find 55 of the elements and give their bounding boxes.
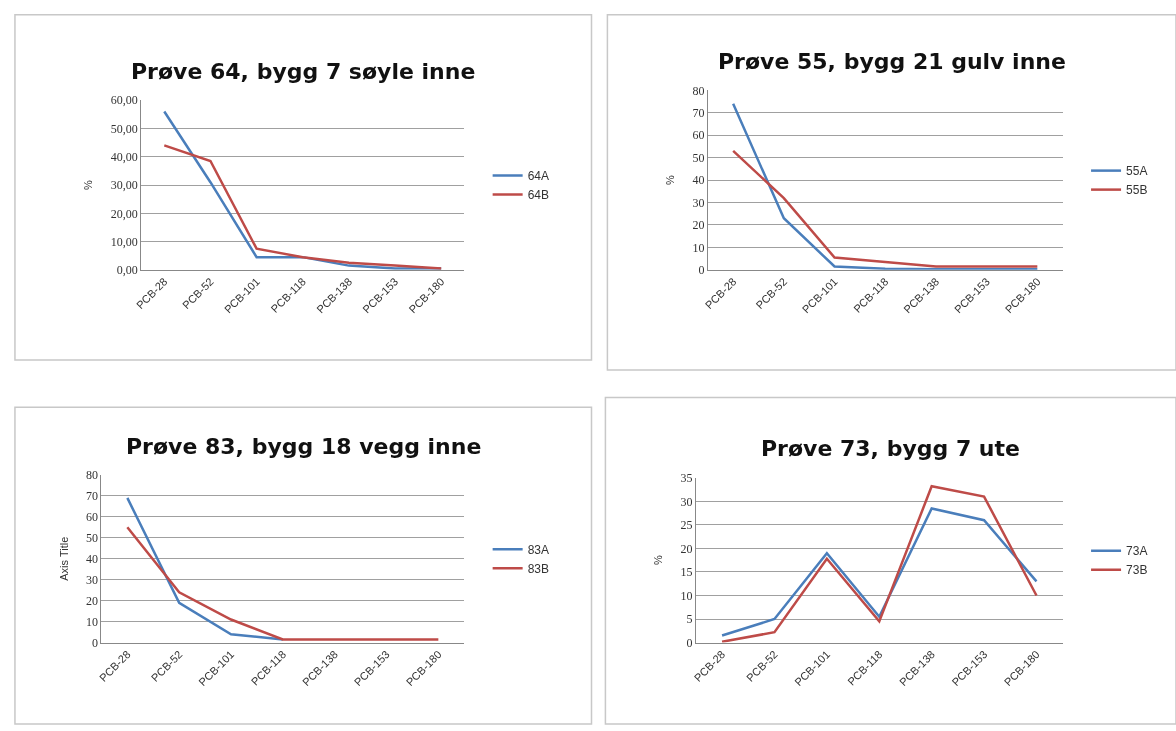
y-tick-label: 30 xyxy=(692,195,705,210)
y-tick-label: 70 xyxy=(86,489,99,504)
y-tick-label: 20 xyxy=(680,541,693,556)
y-tick-label: 10 xyxy=(680,588,693,603)
y-tick-label: 0,00 xyxy=(116,263,138,278)
line-series xyxy=(731,149,1039,268)
y-tick-label: 80 xyxy=(86,468,99,483)
line-series xyxy=(731,102,1039,270)
y-tick-label: 0 xyxy=(92,635,99,650)
chart-title: Prøve 83, bygg 18 vegg inne xyxy=(126,434,482,459)
legend-label: 55A xyxy=(1126,164,1148,179)
line-series xyxy=(720,485,1038,643)
legend-label: 83A xyxy=(527,542,549,557)
line-series xyxy=(126,526,440,641)
y-tick-label: 10,00 xyxy=(110,234,138,249)
y-axis-title: % xyxy=(82,179,95,190)
y-tick-label: 40 xyxy=(692,173,705,188)
y-tick-label: 30 xyxy=(680,494,693,509)
chart-title: Prøve 73, bygg 7 ute xyxy=(761,436,1020,461)
y-tick-label: 10 xyxy=(692,240,705,255)
y-axis-title: % xyxy=(652,555,665,566)
y-tick-label: 25 xyxy=(680,518,693,533)
y-tick-label: 20 xyxy=(692,218,705,233)
y-tick-label: 0 xyxy=(686,635,693,650)
y-tick-label: 35 xyxy=(680,471,693,486)
legend-label: 73A xyxy=(1126,544,1148,559)
y-tick-label: 20 xyxy=(86,593,99,608)
line-series xyxy=(126,496,285,641)
y-tick-label: 70 xyxy=(692,106,705,121)
y-tick-label: 50 xyxy=(692,150,705,165)
y-tick-label: 0 xyxy=(698,263,705,278)
line-series xyxy=(163,144,443,270)
y-tick-label: 60 xyxy=(86,509,99,524)
y-tick-label: 30,00 xyxy=(110,178,138,193)
y-tick-label: 5 xyxy=(686,612,693,627)
y-tick-label: 50 xyxy=(86,530,99,545)
y-tick-label: 15 xyxy=(680,565,693,580)
legend-label: 64A xyxy=(527,169,549,184)
chart-title: Prøve 64, bygg 7 søyle inne xyxy=(131,59,476,84)
y-axis-title: % xyxy=(664,175,677,186)
y-tick-label: 50,00 xyxy=(110,121,138,136)
y-tick-label: 20,00 xyxy=(110,206,138,221)
y-tick-label: 10 xyxy=(86,614,99,629)
legend-label: 73B xyxy=(1126,563,1148,578)
legend-label: 83B xyxy=(527,561,549,576)
y-tick-label: 60 xyxy=(692,128,705,143)
legend-label: 64B xyxy=(527,188,549,203)
y-axis-title: Axis Title xyxy=(57,536,70,581)
y-tick-label: 40 xyxy=(86,551,99,566)
y-tick-label: 40,00 xyxy=(110,149,138,164)
y-tick-label: 80 xyxy=(692,83,705,98)
legend-label: 55B xyxy=(1126,183,1148,198)
y-tick-label: 30 xyxy=(86,572,99,587)
chart-title: Prøve 55, bygg 21 gulv inne xyxy=(718,49,1066,74)
y-tick-label: 60,00 xyxy=(110,93,138,108)
